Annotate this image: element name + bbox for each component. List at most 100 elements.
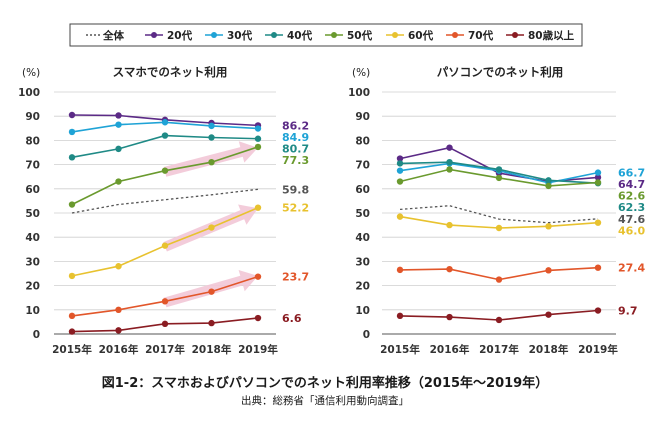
y-tick-label: 20 xyxy=(355,281,370,293)
data-point xyxy=(161,119,169,126)
legend-marker xyxy=(512,32,518,38)
data-point xyxy=(446,144,453,151)
x-tick-label: 2015年 xyxy=(380,343,420,356)
x-tick-label: 2018年 xyxy=(192,343,232,356)
legend-item: 40代 xyxy=(265,29,313,42)
data-point xyxy=(208,288,215,295)
legend-item: 70代 xyxy=(446,29,494,42)
y-tick-label: 50 xyxy=(25,208,40,220)
data-point xyxy=(594,179,602,186)
end-value-label: 77.3 xyxy=(282,154,309,167)
legend-item: 20代 xyxy=(145,29,193,42)
x-tick-label: 2017年 xyxy=(145,343,185,356)
data-point xyxy=(254,314,262,322)
x-tick-label: 2017年 xyxy=(479,343,519,356)
data-point xyxy=(208,158,215,166)
data-point xyxy=(115,121,122,128)
data-point xyxy=(594,219,602,226)
end-value-label: 47.6 xyxy=(618,213,645,226)
end-value-label: 86.2 xyxy=(282,119,309,132)
legend-marker xyxy=(452,32,458,38)
data-point xyxy=(254,273,262,280)
data-point xyxy=(446,166,453,173)
series-5 xyxy=(396,213,602,232)
legend-label: 40代 xyxy=(287,29,313,42)
data-point xyxy=(208,122,215,130)
data-point xyxy=(495,224,503,232)
y-tick-label: 50 xyxy=(355,208,370,220)
data-point xyxy=(68,111,76,119)
end-value-label: 84.9 xyxy=(282,131,309,144)
legend-item: 60代 xyxy=(386,29,434,42)
data-point xyxy=(161,167,169,174)
data-point xyxy=(161,242,169,249)
data-point xyxy=(115,178,122,185)
data-point xyxy=(396,266,404,274)
legend-label: 30代 xyxy=(227,29,253,42)
legend-label: 20代 xyxy=(167,29,193,42)
data-point xyxy=(68,328,76,335)
series-0 xyxy=(71,188,259,214)
data-point xyxy=(545,177,552,184)
y-tick-label: 10 xyxy=(25,305,40,317)
legend-item: 全体 xyxy=(86,29,124,42)
data-point xyxy=(545,182,552,190)
legend: 全体 20代 30代 40代 50代 60代 70代 80歳以上 xyxy=(69,23,583,47)
y-tick-label: 70 xyxy=(25,160,40,172)
legend-label: 80歳以上 xyxy=(528,29,575,42)
y-tick-label: 40 xyxy=(25,232,40,244)
series-7 xyxy=(396,307,602,324)
x-tick-label: 2019年 xyxy=(578,343,618,356)
series-6 xyxy=(68,273,262,320)
data-point xyxy=(254,143,262,151)
series-7 xyxy=(68,314,262,335)
series-4 xyxy=(396,166,602,190)
data-point xyxy=(68,312,76,320)
data-point xyxy=(208,134,215,141)
y-tick-label: 30 xyxy=(355,256,370,268)
data-point xyxy=(396,167,404,174)
legend-marker xyxy=(151,32,157,38)
data-point xyxy=(446,158,453,166)
y-tick-label: 0 xyxy=(363,329,370,341)
end-value-label: 23.7 xyxy=(282,271,309,284)
data-point xyxy=(495,166,503,173)
data-point xyxy=(68,201,76,208)
legend-label: 全体 xyxy=(102,29,124,42)
x-tick-label: 2015年 xyxy=(52,343,92,356)
data-point xyxy=(254,204,262,211)
data-point xyxy=(545,311,552,318)
legend-marker xyxy=(211,32,217,38)
data-point xyxy=(396,155,404,162)
legend-label: 60代 xyxy=(408,29,434,42)
end-value-label: 27.4 xyxy=(618,262,645,275)
series-6 xyxy=(396,264,602,283)
end-value-label: 46.0 xyxy=(618,224,645,237)
chart-pc: パソコンでのネット利用 (%) 0 10 20 30 40 50 60 70 80 90 100 2015… xyxy=(348,65,645,356)
data-point xyxy=(594,174,602,181)
x-tick-label: 2016年 xyxy=(99,343,139,356)
data-point xyxy=(594,264,602,271)
legend-marker xyxy=(271,32,277,38)
data-point xyxy=(161,298,169,305)
data-point xyxy=(594,169,602,176)
figure-source: 出典：総務省「通信利用動向調査」 xyxy=(241,395,409,407)
chart-smartphone: スマホでのネット利用 (%) 0 10 20 30 40 50 60 70 80 90 100 2015年… xyxy=(18,65,309,356)
chart-title: パソコンでのネット利用 xyxy=(437,65,564,79)
y-axis-label: (%) xyxy=(22,67,40,79)
data-point xyxy=(68,154,76,161)
end-value-label: 52.2 xyxy=(282,202,309,215)
y-tick-label: 90 xyxy=(355,111,370,123)
y-tick-label: 100 xyxy=(18,87,40,99)
data-point xyxy=(161,132,169,139)
series-2 xyxy=(68,119,262,136)
data-point xyxy=(446,265,453,273)
y-tick-label: 60 xyxy=(355,184,370,196)
y-tick-label: 90 xyxy=(25,111,40,123)
data-point xyxy=(495,174,503,182)
data-point xyxy=(208,224,215,231)
x-tick-label: 2018年 xyxy=(529,343,569,356)
end-value-label: 66.7 xyxy=(618,167,645,180)
data-point xyxy=(208,319,215,327)
data-point xyxy=(68,128,76,136)
